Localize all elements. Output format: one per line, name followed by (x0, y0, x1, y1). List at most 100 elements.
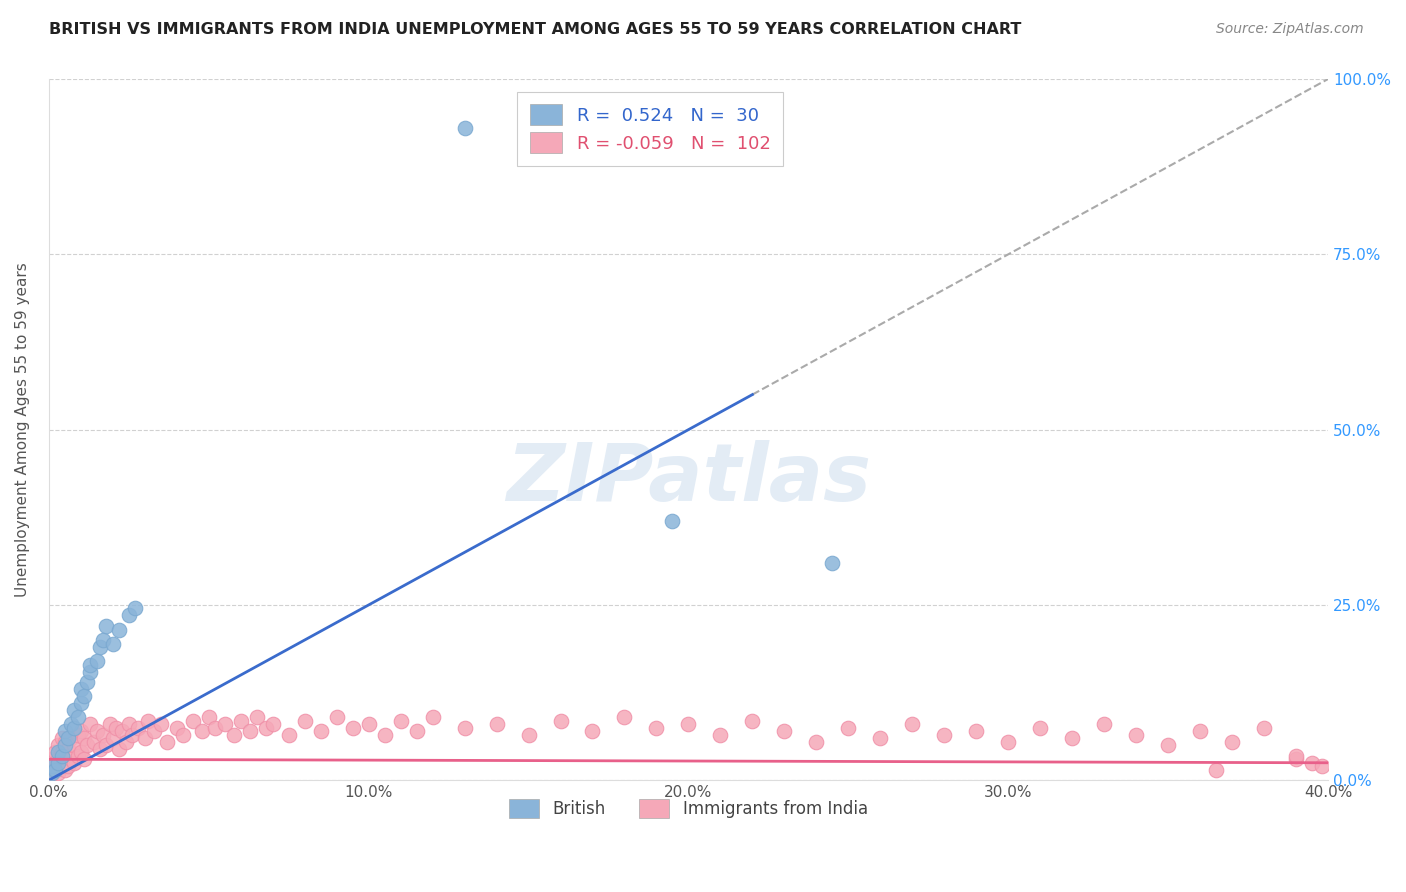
Point (869, 731, 891, 746)
Point (79, 657, 101, 672)
Point (453, 721, 475, 735)
Point (342, 721, 364, 735)
Point (44, 763, 66, 777)
Point (389, 714, 412, 728)
Point (773, 724, 796, 739)
Point (254, 721, 277, 735)
Point (91, 728, 114, 742)
Point (1285, 748, 1308, 763)
Point (41, 752, 63, 766)
Point (51, 759, 73, 773)
Point (63, 721, 86, 735)
Point (63, 703, 86, 717)
Point (149, 717, 172, 731)
Point (661, 514, 683, 528)
Point (581, 724, 603, 739)
Point (98, 717, 121, 731)
Point (405, 724, 427, 739)
Point (53, 735, 76, 749)
Point (1301, 756, 1323, 770)
Point (374, 728, 396, 742)
Point (108, 741, 131, 756)
Point (191, 724, 214, 739)
Point (1220, 735, 1243, 749)
Point (44, 756, 66, 770)
Point (101, 731, 124, 746)
Point (69, 696, 91, 710)
Point (76, 675, 98, 690)
Point (485, 717, 508, 731)
Point (96, 619, 118, 633)
Point (63, 756, 86, 770)
Point (111, 724, 134, 739)
Point (51, 731, 73, 746)
Point (1092, 717, 1115, 731)
Point (83, 735, 105, 749)
Point (41, 766, 63, 780)
Point (224, 728, 246, 742)
Point (645, 721, 668, 735)
Point (1310, 759, 1333, 773)
Point (76, 738, 98, 752)
Point (46, 752, 69, 766)
Point (550, 714, 572, 728)
Point (89, 640, 111, 654)
Point (1189, 724, 1212, 739)
Point (53, 738, 76, 752)
Point (41, 759, 63, 773)
Point (453, 121, 475, 136)
Point (86, 724, 108, 739)
Point (229, 714, 252, 728)
Point (89, 741, 111, 756)
Point (934, 728, 956, 742)
Point (997, 735, 1019, 749)
Point (121, 728, 143, 742)
Point (124, 601, 146, 615)
Point (246, 710, 269, 724)
Point (66, 710, 89, 724)
Point (66, 728, 89, 742)
Point (73, 689, 96, 703)
Point (51, 748, 73, 763)
Point (56, 759, 79, 773)
Point (86, 654, 108, 668)
Point (41, 766, 63, 780)
Point (214, 717, 236, 731)
Point (517, 728, 540, 742)
Point (741, 714, 763, 728)
Point (53, 724, 76, 739)
Point (63, 738, 86, 752)
Point (197, 710, 219, 724)
Point (1253, 721, 1275, 735)
Point (60, 752, 83, 766)
Point (1029, 721, 1052, 735)
Legend: British, Immigrants from India: British, Immigrants from India (502, 792, 875, 824)
Point (143, 724, 166, 739)
Point (46, 766, 69, 780)
Point (101, 636, 124, 650)
Point (56, 731, 79, 746)
Point (678, 717, 700, 731)
Point (134, 731, 156, 746)
Point (69, 682, 91, 697)
Point (422, 710, 444, 724)
Point (60, 717, 83, 731)
Point (79, 717, 101, 731)
Point (172, 728, 194, 742)
Point (118, 717, 141, 731)
Point (357, 717, 380, 731)
Point (1285, 752, 1308, 766)
Point (1062, 731, 1084, 746)
Point (277, 728, 299, 742)
Point (613, 710, 636, 724)
Point (821, 556, 844, 570)
Point (104, 721, 127, 735)
Point (166, 721, 188, 735)
Point (1157, 738, 1180, 752)
Point (204, 721, 226, 735)
Point (239, 724, 262, 739)
Point (901, 717, 924, 731)
Point (79, 665, 101, 679)
Text: BRITISH VS IMMIGRANTS FROM INDIA UNEMPLOYMENT AMONG AGES 55 TO 59 YEARS CORRELAT: BRITISH VS IMMIGRANTS FROM INDIA UNEMPLO… (49, 22, 1022, 37)
Point (806, 735, 828, 749)
